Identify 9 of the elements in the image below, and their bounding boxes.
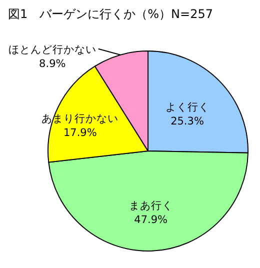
- slice-label: ほとんど行かない: [8, 44, 96, 56]
- slice-label: よく行く: [165, 101, 210, 114]
- data-label: 17.9%: [63, 127, 97, 140]
- data-label: 8.9%: [39, 58, 66, 70]
- slice-label: まあ行く: [128, 200, 173, 212]
- slice-label: あまり行かない: [42, 113, 119, 126]
- chart-title: 図1 バーゲンに行くか（%）N=257: [8, 7, 213, 21]
- data-label: 47.9%: [134, 214, 168, 226]
- data-label: 25.3%: [170, 115, 204, 128]
